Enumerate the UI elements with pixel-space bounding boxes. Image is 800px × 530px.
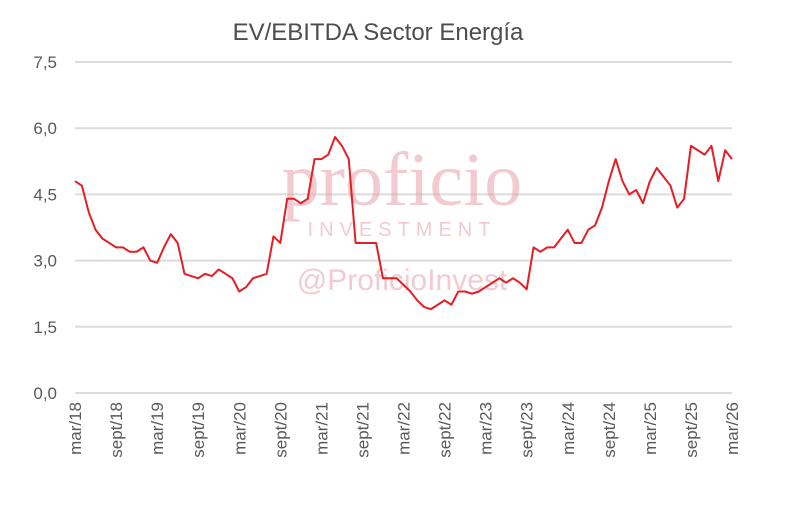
x-tick-label: mar/25 xyxy=(641,402,660,455)
y-tick-label: 0,0 xyxy=(33,384,57,403)
x-tick-label: sept/20 xyxy=(271,402,290,458)
watermark-brand: proficio xyxy=(282,138,523,222)
y-tick-label: 4,5 xyxy=(33,185,57,204)
x-axis-ticks: mar/18 sept/18 mar/19 sept/19 mar/20 sept/20 m… xyxy=(66,402,742,458)
y-axis-ticks: 0,0 1,5 3,0 4,5 6,0 7,5 xyxy=(33,53,57,403)
x-tick-label: sept/21 xyxy=(353,402,372,458)
x-tick-label: mar/24 xyxy=(559,402,578,455)
x-tick-label: sept/22 xyxy=(436,402,455,458)
x-tick-label: sept/25 xyxy=(682,402,701,458)
x-tick-label: sept/19 xyxy=(189,402,208,458)
x-tick-label: mar/18 xyxy=(66,402,85,455)
x-tick-label: mar/19 xyxy=(148,402,167,455)
series-line xyxy=(74,136,733,311)
x-tick-label: sept/24 xyxy=(600,402,619,458)
y-tick-label: 6,0 xyxy=(33,119,57,138)
watermark: proficio INVESTMENT @ProficioInvest xyxy=(282,138,523,297)
y-tick-label: 7,5 xyxy=(33,53,57,72)
watermark-subtitle: INVESTMENT xyxy=(308,219,497,241)
x-tick-label: mar/26 xyxy=(723,402,742,455)
chart-title: EV/EBITDA Sector Energía xyxy=(233,19,524,46)
y-tick-label: 1,5 xyxy=(33,318,57,337)
x-tick-label: sept/23 xyxy=(518,402,537,458)
x-tick-label: mar/21 xyxy=(312,402,331,455)
watermark-handle: @ProficioInvest xyxy=(297,264,508,297)
series-layer xyxy=(74,136,733,311)
x-tick-label: mar/23 xyxy=(477,402,496,455)
x-tick-label: mar/20 xyxy=(230,402,249,455)
grid-lines xyxy=(75,61,732,394)
y-tick-label: 3,0 xyxy=(33,252,57,271)
x-tick-label: sept/18 xyxy=(107,402,126,458)
x-tick-label: mar/22 xyxy=(395,402,414,455)
